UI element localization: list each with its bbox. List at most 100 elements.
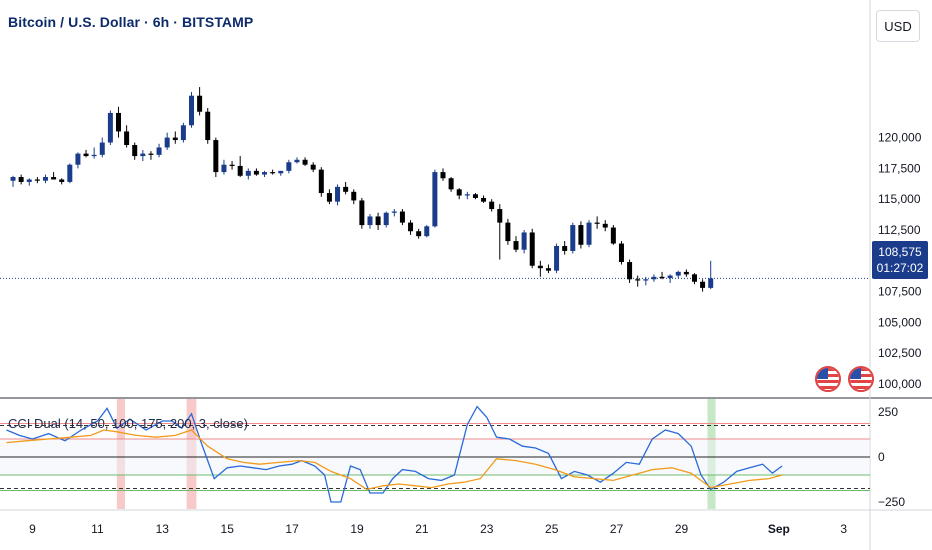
price-axis-label: 107,500 [878,285,922,299]
time-axis-label: Sep [768,522,790,536]
candle-body [99,142,105,155]
currency-button[interactable]: USD [876,10,920,42]
candle-body [115,112,121,132]
candle-body [59,179,65,182]
candle-body [42,177,48,181]
candle-body [359,200,365,226]
candle-body [675,271,681,276]
candle-body [659,276,665,279]
candle-body [294,159,300,163]
cci-series-line [6,405,783,503]
candle-body [651,276,657,280]
candle-body [148,153,154,155]
candle-body [586,222,592,245]
candle-body [335,186,341,202]
candle-body [124,131,130,145]
candle-body [326,193,332,202]
candle-body [618,243,624,263]
candle-body [643,279,649,281]
candle-body [91,154,97,157]
candle-body [26,179,32,182]
time-axis-label: 19 [350,522,364,536]
candle-body [189,95,195,126]
price-axis-label: 100,000 [878,377,922,391]
candle-body [545,268,551,271]
last-price-tag: 108,575 01:27:02 [872,241,928,279]
time-axis-label: 29 [675,522,689,536]
candle-body [107,112,113,143]
candle-body [691,274,697,282]
chart-title: Bitcoin / U.S. Dollar · 6h · BITSTAMP [8,14,254,30]
candle-body [513,241,519,250]
candle-body [700,281,706,288]
time-axis-label: 27 [610,522,624,536]
candle-body [537,265,543,269]
candle-body [286,162,292,171]
cci-axis-label: 250 [878,405,898,419]
time-axis-label: 3 [840,522,847,536]
candle-body [213,140,219,173]
candle-body [610,227,616,244]
candle-body [140,153,146,157]
candle-body [221,164,227,173]
candle-body [432,172,438,227]
candle-body [440,172,446,179]
time-axis-label: 9 [29,522,36,536]
price-axis-label: 117,500 [878,161,921,175]
candle-body [562,246,568,251]
candle-body [18,177,24,182]
candle-body [489,201,495,210]
candle-body [570,225,576,251]
candle-body [667,275,673,279]
last-price: 108,575 [878,245,922,259]
time-axis-label: 25 [545,522,559,536]
candle-body [416,231,422,237]
time-axis-label: 13 [156,522,170,536]
candle-body [10,177,16,181]
candle-body [278,170,284,174]
cci-axis-label: −250 [878,495,905,509]
candle-body [180,125,186,141]
price-axis-label: 105,000 [878,315,922,329]
candle-body [302,159,308,165]
price-axis-label: 102,500 [878,346,922,360]
time-axis-label: 23 [480,522,494,536]
cci-series-line [6,429,783,491]
candle-body [627,262,633,280]
candle-body [237,165,243,176]
candle-body [132,144,138,157]
candle-body [635,279,641,281]
us-flag-icon[interactable] [848,366,874,392]
candle-body [262,172,268,175]
candle-body [456,189,462,196]
candle-body [270,172,276,174]
candle-body [375,216,381,226]
candle-body [253,170,259,175]
candle-body [67,164,73,182]
price-axis-label: 115,000 [878,192,921,206]
candle-body [424,226,430,237]
us-flag-icon[interactable] [815,366,841,392]
candle-body [83,153,89,157]
candle-body [310,164,316,170]
candle-body [75,153,81,165]
candle-body [229,164,235,166]
candle-body [318,169,324,194]
candle-body [34,179,40,181]
candle-body [505,222,511,242]
bar-countdown: 01:27:02 [876,261,924,275]
candle-body [529,232,535,266]
candle-body [521,232,527,250]
time-axis-label: 21 [415,522,429,536]
candle-body [351,191,357,201]
candle-body [472,194,478,198]
candle-body [602,223,608,228]
candle-body [245,170,251,176]
candle-body [197,95,203,112]
candle-body [481,197,487,202]
candle-body [383,212,389,226]
candle-body [497,209,503,223]
candle-body [578,225,584,245]
time-axis-label: 11 [91,522,104,536]
